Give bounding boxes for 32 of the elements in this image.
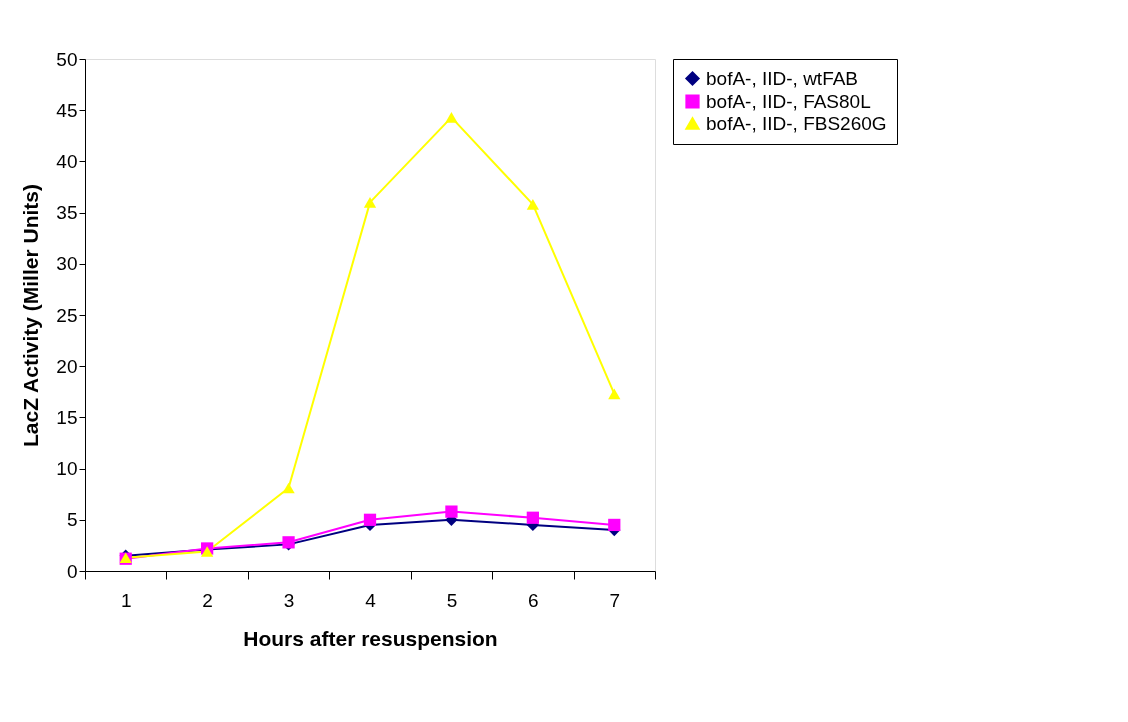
y-tick-label: 45: [56, 99, 78, 121]
x-tick-label: 1: [120, 589, 132, 611]
x-tick-label: 5: [446, 589, 458, 611]
x-axis-title: Hours after resuspension: [243, 626, 498, 650]
point: [526, 199, 539, 210]
point: [282, 482, 295, 494]
point: [445, 505, 458, 518]
point: [608, 518, 621, 532]
y-tick-label: 40: [56, 150, 78, 172]
y-tick-label: 25: [56, 304, 78, 326]
x-tick-label: 4: [365, 589, 377, 611]
legend-label: bofA-, IID-, wtFAB: [706, 67, 859, 89]
point: [445, 112, 458, 123]
y-tick-label: 30: [56, 253, 78, 275]
y-tick-label: 20: [56, 355, 78, 377]
point: [363, 513, 377, 526]
y-tick-label: 0: [66, 560, 78, 582]
x-tick-label: 2: [202, 589, 213, 611]
legend-label: bofA-, IID-, FAS80L: [706, 90, 871, 112]
y-tick-label: 10: [56, 458, 78, 480]
y-tick-label: 50: [56, 48, 78, 70]
y-tick-label: 35: [56, 202, 78, 224]
point: [608, 388, 621, 400]
x-tick-label: 7: [609, 589, 621, 611]
x-tick-label: 3: [283, 589, 295, 611]
point: [363, 197, 377, 208]
x-tick-label: 6: [528, 589, 539, 611]
point: [526, 511, 539, 524]
y-tick-label: 15: [56, 406, 78, 428]
y-tick-label: 5: [66, 509, 78, 531]
y-axis-title: LacZ Activity (Miller Units): [19, 184, 43, 447]
legend-label: bofA-, IID-, FBS260G: [706, 112, 887, 134]
